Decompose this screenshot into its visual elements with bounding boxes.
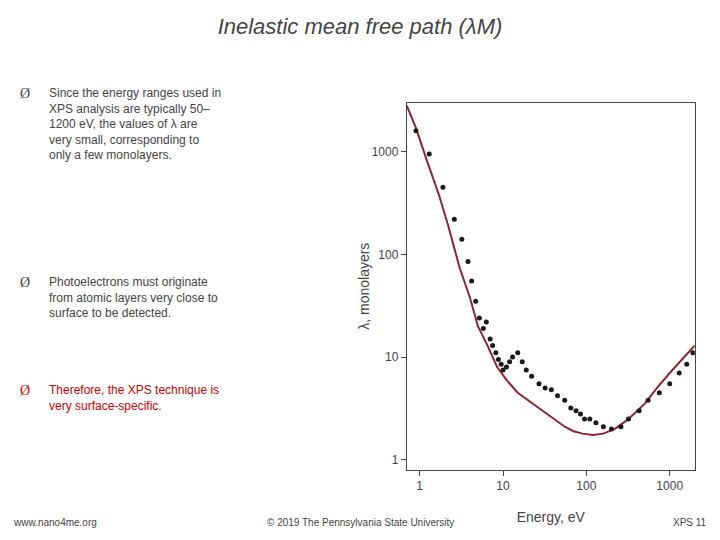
- svg-text:λ, monolayers: λ, monolayers: [356, 243, 372, 330]
- svg-text:1: 1: [416, 479, 423, 493]
- svg-text:www.nano4me.org: www.nano4me.org: [13, 517, 97, 528]
- svg-text:10: 10: [385, 350, 399, 364]
- svg-text:Since the energy ranges used i: Since the energy ranges used inXPS analy…: [49, 86, 221, 162]
- svg-text:10: 10: [496, 479, 510, 493]
- svg-text:1000: 1000: [656, 479, 683, 493]
- svg-text:100: 100: [576, 479, 596, 493]
- svg-text:Ø: Ø: [20, 383, 30, 398]
- svg-text:Therefore, the XPS technique i: Therefore, the XPS technique isvery surf…: [49, 383, 219, 413]
- svg-text:Energy, eV: Energy, eV: [517, 509, 586, 525]
- svg-text:Inelastic mean free path (λM): Inelastic mean free path (λM): [218, 14, 503, 39]
- svg-text:100: 100: [378, 248, 398, 262]
- svg-text:© 2019 The Pennsylvania State: © 2019 The Pennsylvania State University: [267, 517, 454, 528]
- svg-text:Ø: Ø: [20, 275, 30, 290]
- svg-text:1000: 1000: [372, 145, 399, 159]
- svg-text:Photoelectrons must originatef: Photoelectrons must originatefrom atomic…: [49, 275, 218, 320]
- svg-text:Ø: Ø: [20, 86, 30, 101]
- svg-text:1: 1: [392, 453, 399, 467]
- svg-text:XPS 11: XPS 11: [673, 517, 707, 528]
